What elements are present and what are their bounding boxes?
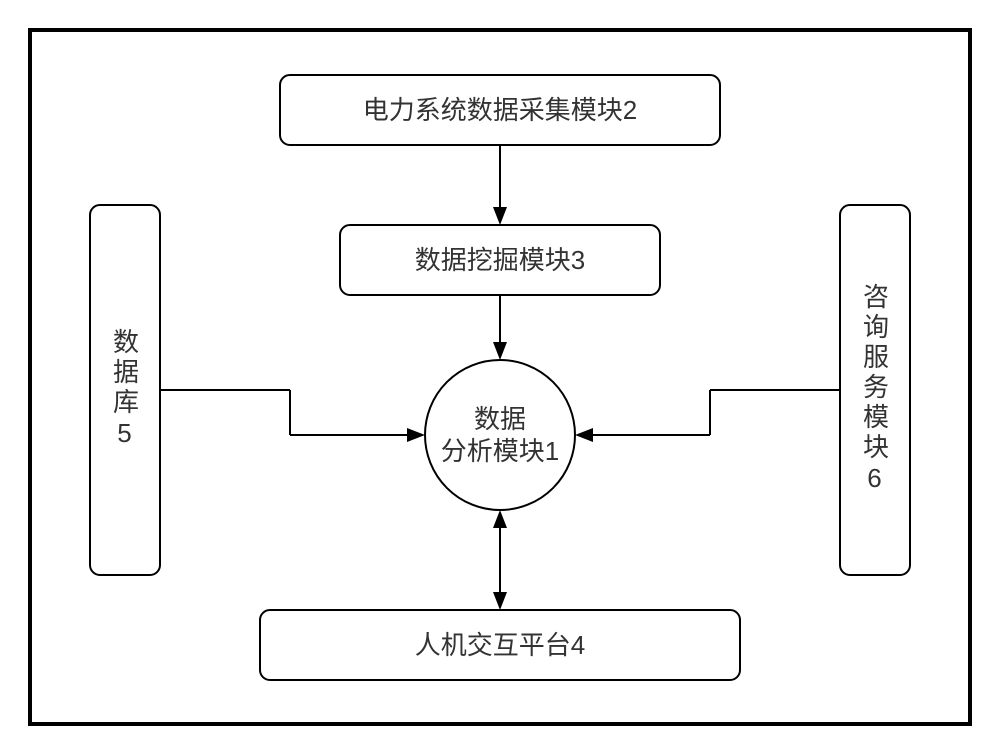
node-consult: 咨询服务模块6 — [840, 205, 910, 575]
node-center-label-line-0: 数据 — [474, 404, 526, 434]
node-mining: 数据挖掘模块3 — [340, 225, 660, 295]
node-consult-label: 咨询服务模块6 — [857, 283, 894, 497]
node-hmi: 人机交互平台4 — [260, 610, 740, 680]
node-top: 电力系统数据采集模块2 — [280, 75, 720, 145]
node-top-label: 电力系统数据采集模块2 — [363, 95, 637, 125]
node-center: 数据分析模块1 — [425, 360, 575, 510]
node-db: 数据库5 — [90, 205, 160, 575]
node-center-label-line-1: 分析模块1 — [441, 436, 559, 466]
node-db-label: 数据库5 — [107, 328, 144, 452]
node-hmi-label: 人机交互平台4 — [415, 630, 585, 660]
diagram-canvas: 电力系统数据采集模块2 数据挖掘模块3 数据分析模块1 数据库5 咨询服务模块6 人机交互… — [0, 0, 1000, 754]
node-mining-label: 数据挖掘模块3 — [415, 245, 585, 275]
